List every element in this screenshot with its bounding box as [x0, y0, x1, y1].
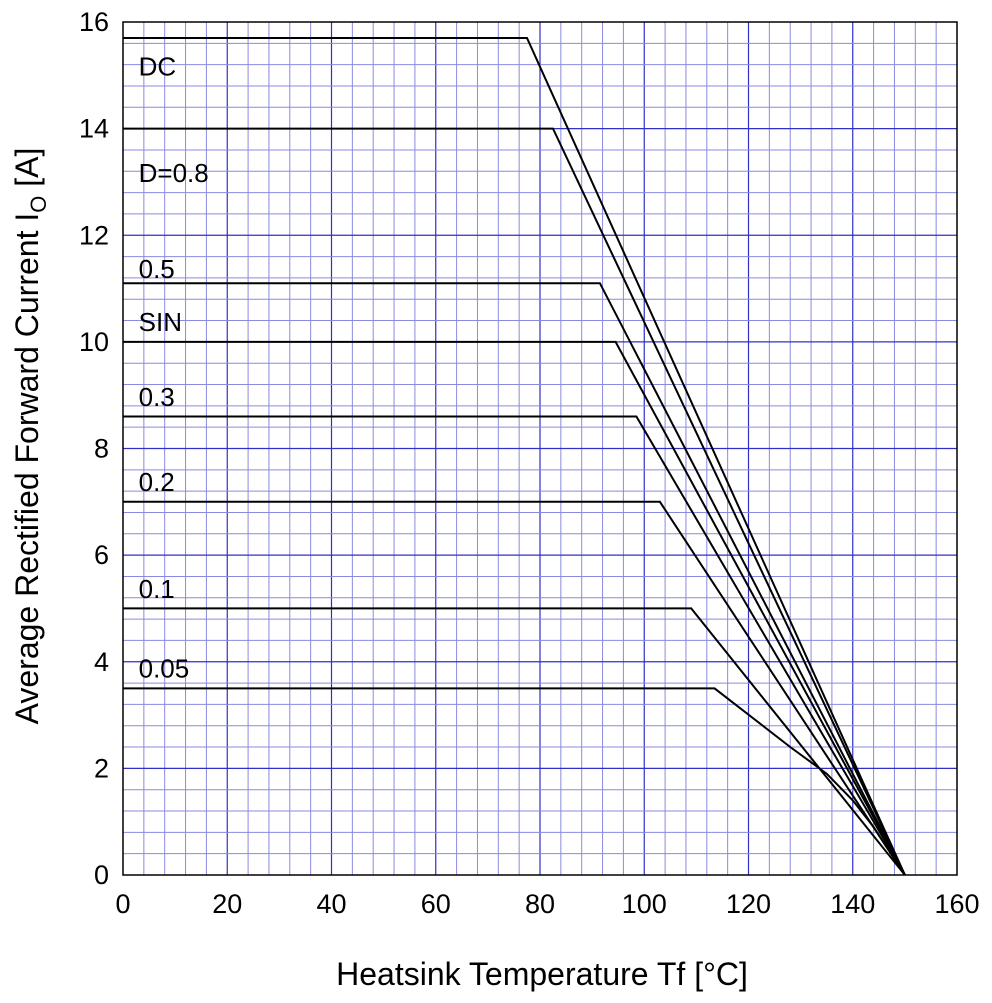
series-line-sin — [123, 340, 906, 876]
y-tick-label: 2 — [94, 753, 109, 783]
y-axis-title-main: Average Rectified Forward Current I — [9, 213, 45, 725]
plot-frame — [122, 21, 958, 876]
x-tick-label: 0 — [115, 889, 130, 919]
series-labels: DC D=0.8 0.5 SIN 0.3 0.2 0.1 0.05 — [139, 51, 209, 683]
series-lines — [123, 37, 906, 876]
series-line-0-1 — [123, 607, 906, 876]
y-tick-label: 4 — [94, 647, 109, 677]
y-axis-title-subscript: O — [26, 196, 51, 213]
y-tick-label: 14 — [79, 114, 109, 144]
y-tick-label: 6 — [94, 540, 109, 570]
x-tick-label: 140 — [830, 889, 875, 919]
series-label-0-5: 0.5 — [139, 254, 175, 284]
series-line-d-0-8 — [123, 127, 906, 876]
series-line-0-05 — [123, 687, 906, 876]
x-tick-label: 160 — [934, 889, 979, 919]
x-tick-label: 80 — [525, 889, 555, 919]
y-axis-title: Average Rectified Forward Current IO [A] — [9, 148, 51, 725]
series-label-0-1: 0.1 — [139, 574, 175, 604]
series-label-dc: DC — [139, 51, 177, 81]
series-label-0-3: 0.3 — [139, 382, 175, 412]
series-line-dc — [123, 37, 906, 876]
series-line-0-3 — [123, 415, 906, 876]
series-line-0-2 — [123, 500, 906, 876]
grid — [123, 22, 957, 875]
y-tick-label: 0 — [94, 860, 109, 890]
series-label-sin: SIN — [139, 307, 182, 337]
y-tick-label: 12 — [79, 220, 109, 250]
x-tick-label: 120 — [726, 889, 771, 919]
x-tick-label: 60 — [421, 889, 451, 919]
y-tick-label: 8 — [94, 434, 109, 464]
y-axis-title-unit: [A] — [9, 148, 45, 196]
series-label-0-2: 0.2 — [139, 467, 175, 497]
x-tick-label: 40 — [316, 889, 346, 919]
x-tick-label: 100 — [622, 889, 667, 919]
x-axis-title: Heatsink Temperature Tf [°C] — [336, 956, 748, 992]
x-tick-label: 20 — [212, 889, 242, 919]
series-line-0-5 — [123, 282, 906, 876]
series-label-d-0-8: D=0.8 — [139, 158, 209, 188]
series-label-0-05: 0.05 — [139, 654, 190, 684]
y-tick-label: 10 — [79, 327, 109, 357]
x-tick-labels: 0 20 40 60 80 100 120 140 160 — [115, 889, 979, 919]
y-tick-labels: 0 2 4 6 8 10 12 14 16 — [79, 7, 109, 890]
y-tick-label: 16 — [79, 7, 109, 37]
